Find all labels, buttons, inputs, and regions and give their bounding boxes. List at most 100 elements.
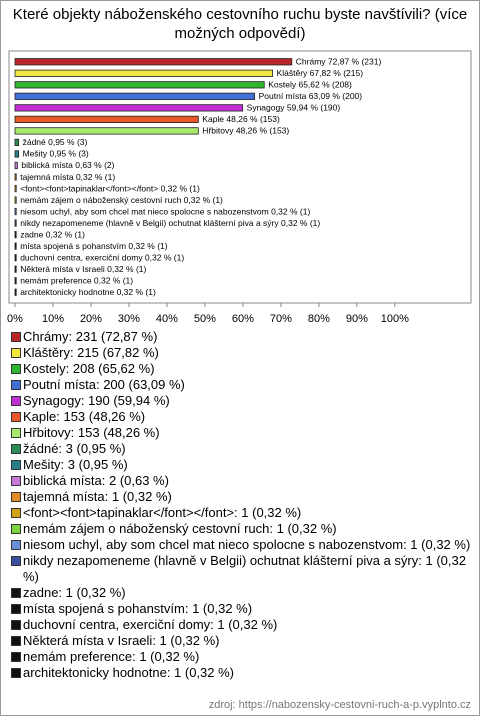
chart-title: Které objekty náboženského cestovního ru…	[12, 6, 468, 42]
legend-swatch	[11, 540, 21, 550]
legend-swatch	[11, 444, 21, 454]
legend-item: Kláštěry: 215 (67,82 %)	[9, 345, 471, 361]
bar	[14, 196, 17, 204]
x-tick-label: 0%	[7, 313, 23, 325]
x-tick-label: 10%	[42, 313, 64, 325]
bar	[14, 207, 17, 216]
legend-label: <font><font>tapinaklar</font></font>: 1 …	[23, 505, 302, 520]
legend-label: tajemná místa: 1 (0,32 %)	[23, 489, 172, 504]
bar	[14, 231, 17, 239]
bar	[14, 161, 18, 170]
x-tick-label: 30%	[118, 313, 140, 325]
value-label: Chrámy 72,87 % (231)	[296, 57, 382, 67]
legend-label: biblická místa: 2 (0,63 %)	[23, 473, 169, 488]
legend-label: nikdy nezapomeneme (hlavně v Belgii) och…	[23, 553, 466, 584]
legend-item: Chrámy: 231 (72,87 %)	[9, 329, 471, 345]
value-label: zadne 0,32 % (1)	[20, 229, 85, 239]
legend-swatch	[11, 604, 21, 614]
legend-swatch	[11, 460, 21, 470]
value-label: <font><font>tapinaklar</font></font> 0,3…	[20, 183, 200, 193]
bar	[14, 265, 17, 273]
legend-item: architektonicky hodnotne: 1 (0,32 %)	[9, 665, 471, 681]
legend-item: Kostely: 208 (65,62 %)	[9, 361, 471, 377]
legend-item: žádné: 3 (0,95 %)	[9, 441, 471, 457]
legend-label: Hřbitovy: 153 (48,26 %)	[23, 425, 160, 440]
x-tick-label: 60%	[232, 313, 254, 325]
bar	[14, 115, 199, 123]
x-tick-label: 80%	[308, 313, 330, 325]
legend-item: Mešity: 3 (0,95 %)	[9, 457, 471, 473]
value-label: biblická místa 0,63 % (2)	[21, 160, 114, 170]
bar	[14, 173, 17, 181]
legend-swatch	[11, 492, 21, 502]
x-tick-label: 40%	[156, 313, 178, 325]
legend-label: Poutní místa: 200 (63,09 %)	[23, 377, 185, 392]
legend-swatch	[11, 556, 21, 566]
legend-item: <font><font>tapinaklar</font></font>: 1 …	[9, 505, 471, 521]
legend-item: nemám preference: 1 (0,32 %)	[9, 649, 471, 665]
value-label: nikdy nezapomeneme (hlavně v Belgii) och…	[20, 218, 320, 228]
legend-item: biblická místa: 2 (0,63 %)	[9, 473, 471, 489]
legend-item: zadne: 1 (0,32 %)	[9, 585, 471, 601]
legend-item: nikdy nezapomeneme (hlavně v Belgii) och…	[9, 553, 471, 585]
legend-item: tajemná místa: 1 (0,32 %)	[9, 489, 471, 505]
legend-item: Kaple: 153 (48,26 %)	[9, 409, 471, 425]
value-label: nemám preference 0,32 % (1)	[20, 275, 133, 285]
value-label: duchovní centra, exerciční domy 0,32 % (…	[20, 252, 184, 262]
legend-item: nemám zájem o náboženský cestovní ruch: …	[9, 521, 471, 537]
value-label: Kaple 48,26 % (153)	[202, 114, 280, 124]
bar	[14, 92, 256, 100]
legend-label: Mešity: 3 (0,95 %)	[23, 457, 128, 472]
legend-label: niesom uchyl, aby som chcel mat nieco sp…	[23, 537, 471, 552]
legend-label: Chrámy: 231 (72,87 %)	[23, 329, 158, 344]
bar	[14, 58, 293, 66]
value-label: nemám zájem o náboženský cestovní ruch 0…	[20, 195, 223, 205]
bar	[14, 138, 20, 147]
value-label: niesom uchyl, aby som chcel mat nieco sp…	[20, 206, 310, 216]
legend-swatch	[11, 412, 21, 422]
legend-item: místa spojená s pohanstvím: 1 (0,32 %)	[9, 601, 471, 617]
legend-label: Kláštěry: 215 (67,82 %)	[23, 345, 159, 360]
bar	[14, 288, 17, 296]
legend-swatch	[11, 332, 21, 342]
legend-swatch	[11, 508, 21, 518]
value-label: Synagogy 59,94 % (190)	[247, 103, 341, 113]
x-tick-label: 70%	[270, 313, 292, 325]
bar	[14, 104, 244, 112]
legend-label: žádné: 3 (0,95 %)	[23, 441, 126, 456]
legend-label: Některá místa v Israeli: 1 (0,32 %)	[23, 633, 220, 648]
legend-swatch	[11, 668, 21, 678]
value-label: Kostely 65,62 % (208)	[268, 80, 352, 90]
value-label: Poutní místa 63,09 % (200)	[259, 91, 363, 101]
legend-swatch	[11, 476, 21, 486]
bar	[14, 254, 17, 262]
chart: 0% 10% 20% 30% 40% 50% 60% 70% 80% 90% 100% Chrámy …	[7, 50, 472, 325]
legend-item: duchovní centra, exerciční domy: 1 (0,32…	[9, 617, 471, 633]
legend-label: nemám zájem o náboženský cestovní ruch: …	[23, 521, 337, 536]
legend-swatch	[11, 380, 21, 390]
legend-swatch	[11, 588, 21, 598]
legend: Chrámy: 231 (72,87 %) Kláštěry: 215 (67,8…	[9, 329, 471, 681]
bar	[14, 277, 17, 285]
bar	[14, 219, 17, 227]
legend-item: Poutní místa: 200 (63,09 %)	[9, 377, 471, 393]
bar	[14, 184, 17, 193]
legend-swatch	[11, 396, 21, 406]
legend-label: zadne: 1 (0,32 %)	[23, 585, 126, 600]
value-label: místa spojená s pohanstvím 0,32 % (1)	[20, 241, 168, 251]
legend-swatch	[11, 620, 21, 630]
legend-swatch	[11, 428, 21, 438]
legend-label: místa spojená s pohanstvím: 1 (0,32 %)	[23, 601, 253, 616]
bar	[14, 242, 17, 250]
legend-label: nemám preference: 1 (0,32 %)	[23, 649, 200, 664]
legend-item: Některá místa v Israeli: 1 (0,32 %)	[9, 633, 471, 649]
value-label: Některá místa v Israeli 0,32 % (1)	[20, 264, 146, 274]
x-tick-label: 50%	[194, 313, 216, 325]
legend-item: Hřbitovy: 153 (48,26 %)	[9, 425, 471, 441]
legend-item: Synagogy: 190 (59,94 %)	[9, 393, 471, 409]
value-label: Kláštěry 67,82 % (215)	[277, 68, 364, 78]
legend-label: architektonicky hodnotne: 1 (0,32 %)	[23, 665, 235, 680]
bar	[14, 69, 274, 77]
legend-swatch	[11, 364, 21, 374]
